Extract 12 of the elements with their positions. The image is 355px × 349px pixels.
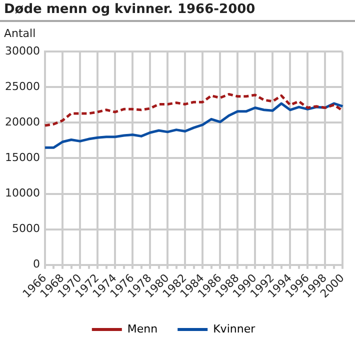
y-tick-label: 10000 <box>4 186 40 200</box>
y-tick-label: 20000 <box>4 116 40 129</box>
y-tick-label: 15000 <box>4 151 40 164</box>
legend-label: Kvinner <box>213 322 256 336</box>
y-tick-label: 5000 <box>12 222 40 236</box>
y-tick-label: 30000 <box>4 44 40 58</box>
y-axis-title: Antall <box>4 27 36 40</box>
legend-label: Menn <box>127 322 158 336</box>
y-tick-label: 25000 <box>4 80 40 94</box>
chart-title: Døde menn og kvinner. 1966-2000 <box>0 0 355 22</box>
y-tick-label: 0 <box>32 258 40 271</box>
line-series <box>44 93 344 127</box>
